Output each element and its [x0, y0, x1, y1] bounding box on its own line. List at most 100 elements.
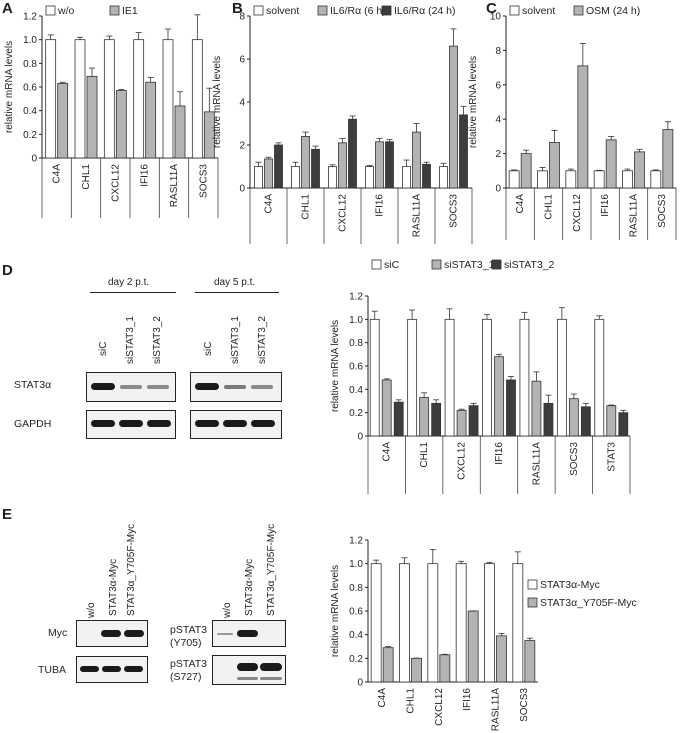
blot-band [91, 383, 115, 390]
blot-band [147, 385, 169, 389]
chart-e-category-label: CXCL12 [434, 688, 445, 726]
chart-e-ytick-label: 0 [357, 678, 363, 689]
chart-d-ytick-label: 0.2 [349, 408, 363, 419]
blot-band [237, 663, 258, 671]
chart-e-ytick-label: 0.8 [349, 583, 363, 594]
chart-d-bar [580, 406, 591, 437]
chart-d-bar [431, 402, 442, 437]
chart-d-category-label: RASL11A [531, 442, 542, 486]
chart-e-bar [467, 610, 479, 683]
chart-a-category-label: CXCL12 [110, 164, 121, 202]
blot-band [102, 666, 121, 672]
panel-letter-d: D [2, 262, 13, 279]
chart-e-category-label: SOCS3 [519, 688, 530, 722]
chart-d-bar [444, 318, 455, 437]
chart-b-ytick-label: 0 [239, 184, 245, 195]
chart-a-bar [103, 39, 115, 159]
chart-d-bar [419, 397, 430, 437]
chart-d-ytick-label: 0 [357, 432, 363, 443]
chart-e-category-label: CHL1 [406, 688, 417, 714]
chart-b-category-label: CXCL12 [338, 194, 349, 232]
chart-a-bar [74, 39, 86, 159]
blot-band [147, 420, 171, 427]
chart-d-ytick-label: 1.2 [349, 292, 363, 303]
chart-c-bar [662, 129, 674, 189]
chart-c-category-label: CXCL12 [572, 194, 583, 232]
blot-e-row-pstat3-s727: pSTAT3 (S727) [170, 658, 207, 684]
chart-b-bar [274, 144, 283, 189]
blot-d-group-2-line [195, 292, 279, 293]
blot-band [251, 420, 275, 427]
chart-d-legend-swatch [431, 259, 442, 270]
blot-band [217, 633, 233, 635]
blot-e-pstat3-y705-membrane [212, 620, 286, 647]
chart-c-ytick-label: 0 [495, 184, 501, 195]
chart-e-bar [496, 635, 507, 683]
chart-e-category-label: RASL11A [491, 688, 502, 732]
chart-d-bar [468, 405, 479, 437]
chart-e-ytick-label: 1.0 [349, 559, 363, 570]
chart-e-legend-swatch [527, 597, 538, 608]
chart-e-legend-label: STAT3α-Myc [540, 579, 600, 591]
chart-c-bar [634, 151, 645, 189]
chart-d-bar [594, 318, 605, 437]
chart-c-legend-label: OSM (24 h) [586, 5, 640, 17]
blot-d-gapdh-membrane-1 [86, 410, 176, 439]
chart-b-legend-label: IL6/Rα (6 h) [330, 5, 386, 17]
chart-c-legend-swatch [573, 5, 584, 16]
chart-a-category-label: C4A [52, 164, 63, 184]
blot-d-lane-1: siC [98, 341, 109, 356]
chart-d-bar [519, 318, 530, 437]
chart-c-bar [549, 142, 560, 189]
chart-d-bar [482, 318, 492, 437]
chart-b-bar [301, 135, 310, 189]
chart-e-bar [399, 563, 410, 683]
chart-b-bar [264, 158, 273, 189]
chart-d-bar [531, 380, 542, 437]
chart-c-ytick-label: 4 [495, 115, 501, 126]
chart-c-category-label: CHL1 [544, 194, 555, 220]
chart-b-category-label: IFI16 [375, 194, 386, 217]
chart-d-ytick-label: 0.6 [349, 362, 363, 373]
chart-b-category-label: C4A [264, 194, 275, 214]
chart-c-bar [520, 153, 532, 189]
blot-e-pstat3-s727-membrane [212, 655, 286, 685]
chart-d-bar [407, 318, 418, 437]
chart-b-legend-label: solvent [266, 5, 299, 17]
blot-band [119, 420, 143, 427]
chart-d-bar [393, 401, 404, 437]
chart-a-category-label: CHL1 [81, 164, 92, 190]
blot-band [124, 630, 144, 637]
blot-d-group-1: day 2 p.t. [108, 277, 150, 288]
chart-a-category-label: RASL11A [169, 164, 180, 208]
blot-e-row-tuba: TUBA [38, 664, 67, 676]
chart-d-bar [606, 405, 617, 437]
chart-e-bar [524, 640, 536, 683]
blot-band [101, 630, 121, 637]
chart-e-ytick-label: 0.4 [349, 630, 363, 641]
chart-e-ytick-label: 0.6 [349, 607, 363, 618]
chart-a-bar [57, 83, 69, 159]
chart-a-bar [162, 39, 174, 159]
blot-band [195, 383, 219, 390]
blot-e-right-lane-2: STAT3α-Myc [244, 558, 255, 616]
panel-letter-c: C [486, 0, 497, 17]
blot-e-left-lane-1: w/o [86, 602, 97, 618]
chart-b-bar [439, 166, 448, 189]
chart-a-bar [133, 39, 145, 159]
chart-a-ytick-label: 0.2 [23, 130, 37, 141]
chart-d-category-label: C4A [382, 442, 393, 462]
chart-a-legend-label: w/o [57, 5, 75, 17]
chart-b-legend-swatch [381, 5, 392, 16]
chart-d-category-label: STAT3 [606, 442, 617, 472]
blot-band [91, 420, 115, 427]
chart-c-bar [537, 170, 548, 189]
chart-c-bar [622, 170, 633, 189]
chart-d-legend-swatch [371, 259, 382, 270]
chart-e-ytick-label: 0.2 [349, 654, 363, 665]
blot-e-row-myc: Myc [48, 627, 68, 639]
blot-d-stat3-membrane-2 [190, 372, 282, 402]
blot-d-row-stat3: STAT3α [14, 379, 52, 391]
chart-e-legend-swatch [527, 579, 538, 590]
blot-band [124, 666, 143, 672]
